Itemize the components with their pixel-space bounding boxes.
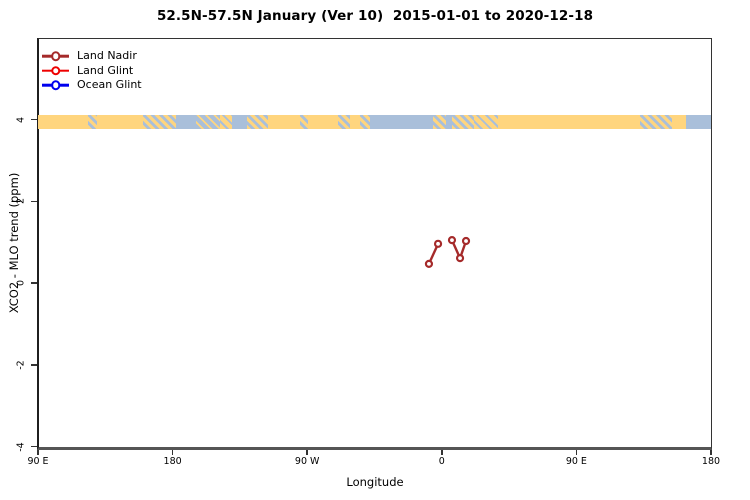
y-tick-mark <box>31 200 37 203</box>
x-tick-label: 90 W <box>294 456 320 467</box>
map-strip-segment-bering-sea-west <box>176 115 197 129</box>
map-strip-segment-sea-of-okhotsk <box>639 115 672 129</box>
data-point-land-nadir <box>447 236 457 245</box>
map-strip-segment-labrador-coast <box>360 115 370 129</box>
map-strip-segment-quebec-labrador <box>350 115 361 129</box>
map-strip-segment-canada-central <box>308 115 339 129</box>
legend-label: Land Glint <box>77 63 134 77</box>
map-strip-segment-siberia-west <box>38 115 88 129</box>
legend: Land Nadir Land Glint Ocean Glint <box>42 49 142 93</box>
legend-label: Land Nadir <box>77 49 137 62</box>
x-tick-mark <box>441 450 443 455</box>
map-strip-segment-bering-islands <box>196 115 220 129</box>
map-strip-segment-canadian-lakes <box>299 115 308 129</box>
data-point-land-nadir <box>461 236 471 246</box>
x-tick-label: 90 E <box>27 456 49 467</box>
map-strip-segment-ireland-uk <box>432 115 446 129</box>
plot-area <box>37 38 712 450</box>
map-strip-segment-russia <box>497 115 640 129</box>
map-strip-segment-gulf-of-alaska <box>231 115 248 129</box>
x-tick-mark <box>306 450 308 455</box>
legend-label: Ocean Glint <box>77 78 142 91</box>
legend-marker-icon <box>42 64 69 79</box>
x-tick-label: 180 <box>163 456 182 467</box>
x-tick-label: 0 <box>438 456 445 467</box>
legend-item-land-glint: Land Glint <box>42 64 142 79</box>
map-strip-segment-north-atlantic <box>369 115 433 129</box>
data-point-land-nadir <box>455 254 465 263</box>
chart-title: 52.5N-57.5N January (Ver 10) 2015-01-01 … <box>156 8 594 24</box>
x-tick-label: 180 <box>701 456 721 467</box>
legend-circle-marker <box>50 66 61 76</box>
legend-item-land-nadir: Land Nadir <box>42 49 142 64</box>
y-tick-mark <box>31 445 37 448</box>
y-tick-mark <box>31 118 37 121</box>
y-axis-label: XCO2 - MLO trend (ppm) <box>7 172 21 314</box>
data-point-land-nadir <box>424 259 434 268</box>
x-tick-mark <box>710 450 712 455</box>
map-strip-segment-canada-west <box>267 115 300 129</box>
map-strip-segment-okhotsk-coast <box>142 115 177 129</box>
x-tick-mark <box>171 450 174 455</box>
map-strip-segment-bering-sea <box>685 115 711 129</box>
map-strip-segment-hudson-bay <box>338 115 350 129</box>
legend-circle-marker <box>50 80 61 90</box>
y-tick-mark <box>31 282 37 284</box>
map-strip-segment-siberia-east <box>97 115 143 129</box>
map-strip-segment-alaska-peninsula <box>219 115 232 129</box>
map-strip-segment-lake-baikal <box>88 115 98 129</box>
legend-marker-icon <box>42 49 69 64</box>
x-tick-mark <box>37 450 39 455</box>
y-tick-mark <box>31 364 37 366</box>
map-strip-segment-baltic-east <box>473 115 498 129</box>
legend-circle-marker <box>50 51 61 61</box>
x-axis-label: Longitude <box>346 475 404 489</box>
legend-item-ocean-glint: Ocean Glint <box>42 78 142 93</box>
x-tick-mark <box>575 450 578 455</box>
data-point-land-nadir <box>433 239 443 248</box>
map-strip-segment-denmark-baltic <box>452 115 474 129</box>
x-tick-label: 90 E <box>565 456 587 467</box>
map-strip-segment-alaska-coast <box>247 115 268 129</box>
map-strip-segment-kamchatka <box>671 115 686 129</box>
legend-marker-icon <box>42 78 69 93</box>
map-strip-segment-north-sea <box>445 115 453 129</box>
